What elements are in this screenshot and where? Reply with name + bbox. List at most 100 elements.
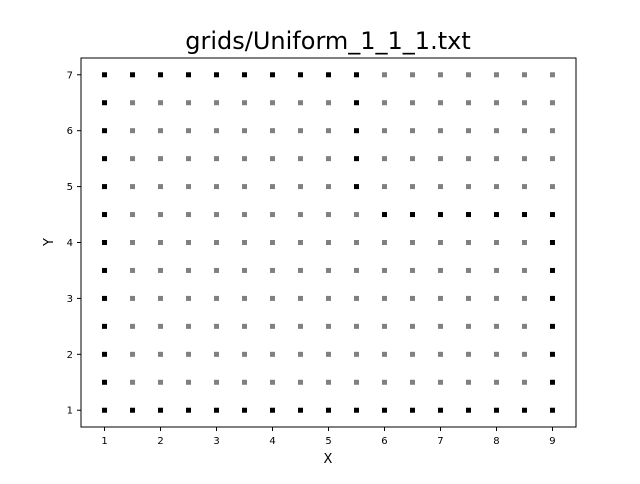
highlighted-point xyxy=(465,212,471,218)
grid-point xyxy=(270,295,275,301)
grid-point xyxy=(158,212,164,218)
grid-point xyxy=(354,351,359,357)
grid-point xyxy=(186,295,192,301)
highlighted-point xyxy=(186,407,192,413)
grid-point xyxy=(409,72,415,78)
highlighted-point xyxy=(465,407,471,413)
highlighted-point xyxy=(326,407,331,413)
grid-point xyxy=(242,267,248,273)
highlighted-point xyxy=(521,212,527,218)
highlighted-point xyxy=(549,295,555,301)
grid-point xyxy=(465,156,471,162)
grid-point xyxy=(493,100,499,106)
grid-point xyxy=(354,212,359,218)
grid-point xyxy=(493,72,499,78)
highlighted-point xyxy=(521,407,527,413)
grid-point xyxy=(158,156,164,162)
highlighted-point xyxy=(214,407,220,413)
grid-point xyxy=(186,100,192,106)
grid-point xyxy=(130,240,136,245)
x-tick-label: 1 xyxy=(101,436,107,447)
highlighted-point xyxy=(102,267,108,273)
grid-point xyxy=(409,184,415,190)
grid-point xyxy=(158,323,164,329)
grid-point xyxy=(465,240,471,245)
grid-point xyxy=(493,240,499,245)
grid-point xyxy=(242,128,248,134)
grid-point xyxy=(158,379,164,385)
grid-point xyxy=(382,323,387,329)
grid-point xyxy=(437,184,443,190)
grid-point xyxy=(354,240,359,245)
grid-point xyxy=(270,267,275,273)
grid-point xyxy=(521,184,527,190)
grid-point xyxy=(214,351,220,357)
grid-point xyxy=(186,379,192,385)
grid-point xyxy=(214,156,220,162)
highlighted-point xyxy=(354,100,359,106)
grid-point xyxy=(326,128,331,134)
x-tick-label: 3 xyxy=(213,436,219,447)
highlighted-point xyxy=(549,212,555,218)
grid-point xyxy=(130,156,136,162)
grid-point xyxy=(270,100,275,106)
grid-point xyxy=(186,212,192,218)
grid-point xyxy=(437,295,443,301)
grid-point xyxy=(242,240,248,245)
grid-point xyxy=(186,156,192,162)
highlighted-point xyxy=(242,72,248,78)
grid-point xyxy=(326,100,331,106)
grid-point xyxy=(326,379,331,385)
grid-point xyxy=(270,323,275,329)
grid-point xyxy=(242,379,248,385)
grid-point xyxy=(326,323,331,329)
y-tick-label: 7 xyxy=(67,70,73,81)
grid-point xyxy=(409,379,415,385)
highlighted-point xyxy=(102,407,108,413)
x-tick-label: 9 xyxy=(549,436,555,447)
grid-point xyxy=(214,323,220,329)
grid-point xyxy=(493,379,499,385)
grid-point xyxy=(326,295,331,301)
grid-point xyxy=(549,184,555,190)
grid-point xyxy=(549,72,555,78)
grid-point xyxy=(158,100,164,106)
grid-point xyxy=(298,379,303,385)
grid-point xyxy=(521,379,527,385)
grid-point xyxy=(521,295,527,301)
highlighted-point xyxy=(102,240,108,245)
grid-point xyxy=(186,184,192,190)
highlighted-point xyxy=(102,72,108,78)
grid-point xyxy=(382,240,387,245)
x-tick-label: 7 xyxy=(437,436,443,447)
highlighted-point xyxy=(549,240,555,245)
grid-point xyxy=(521,128,527,134)
grid-point xyxy=(382,128,387,134)
grid-point xyxy=(130,212,136,218)
grid-point xyxy=(298,295,303,301)
grid-point xyxy=(298,156,303,162)
grid-point xyxy=(465,72,471,78)
highlighted-point xyxy=(382,212,387,218)
grid-point xyxy=(382,184,387,190)
highlighted-point xyxy=(354,407,359,413)
grid-point xyxy=(298,267,303,273)
grid-point xyxy=(409,295,415,301)
grid-point xyxy=(214,184,220,190)
highlighted-point xyxy=(242,407,248,413)
grid-point xyxy=(493,156,499,162)
grid-point xyxy=(158,295,164,301)
grid-point xyxy=(158,240,164,245)
highlighted-point xyxy=(102,184,108,190)
grid-point xyxy=(130,351,136,357)
highlighted-point xyxy=(549,267,555,273)
grid-point xyxy=(214,379,220,385)
grid-point xyxy=(130,128,136,134)
grid-point xyxy=(493,267,499,273)
grid-point xyxy=(409,128,415,134)
highlighted-point xyxy=(270,72,275,78)
grid-point xyxy=(354,323,359,329)
grid-point xyxy=(382,379,387,385)
highlighted-point xyxy=(102,100,108,106)
grid-point xyxy=(493,295,499,301)
